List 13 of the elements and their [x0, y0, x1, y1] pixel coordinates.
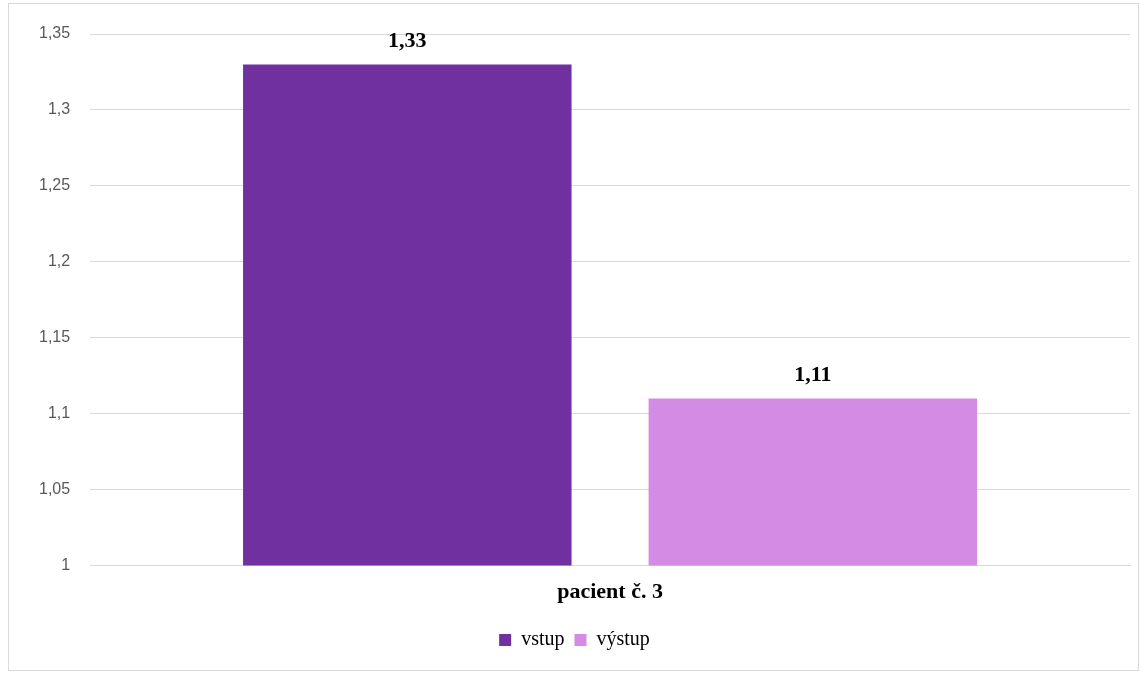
y-tick-label: 1,25	[39, 176, 71, 194]
y-tick-label: 1,35	[39, 24, 71, 42]
legend-label: vstup	[521, 627, 565, 651]
data-label: 1,11	[794, 361, 832, 387]
y-tick-label: 1,1	[47, 404, 71, 422]
y-tick-label: 1	[61, 556, 71, 574]
y-tick-label: 1,2	[47, 252, 71, 270]
x-tick-label: pacient č. 3	[557, 578, 663, 604]
y-tick-label: 1,05	[39, 480, 71, 498]
y-tick-label: 1,3	[47, 100, 71, 118]
data-label: 1,33	[388, 27, 427, 53]
legend-label: výstup	[596, 627, 650, 651]
y-tick-label: 1,15	[39, 328, 71, 346]
